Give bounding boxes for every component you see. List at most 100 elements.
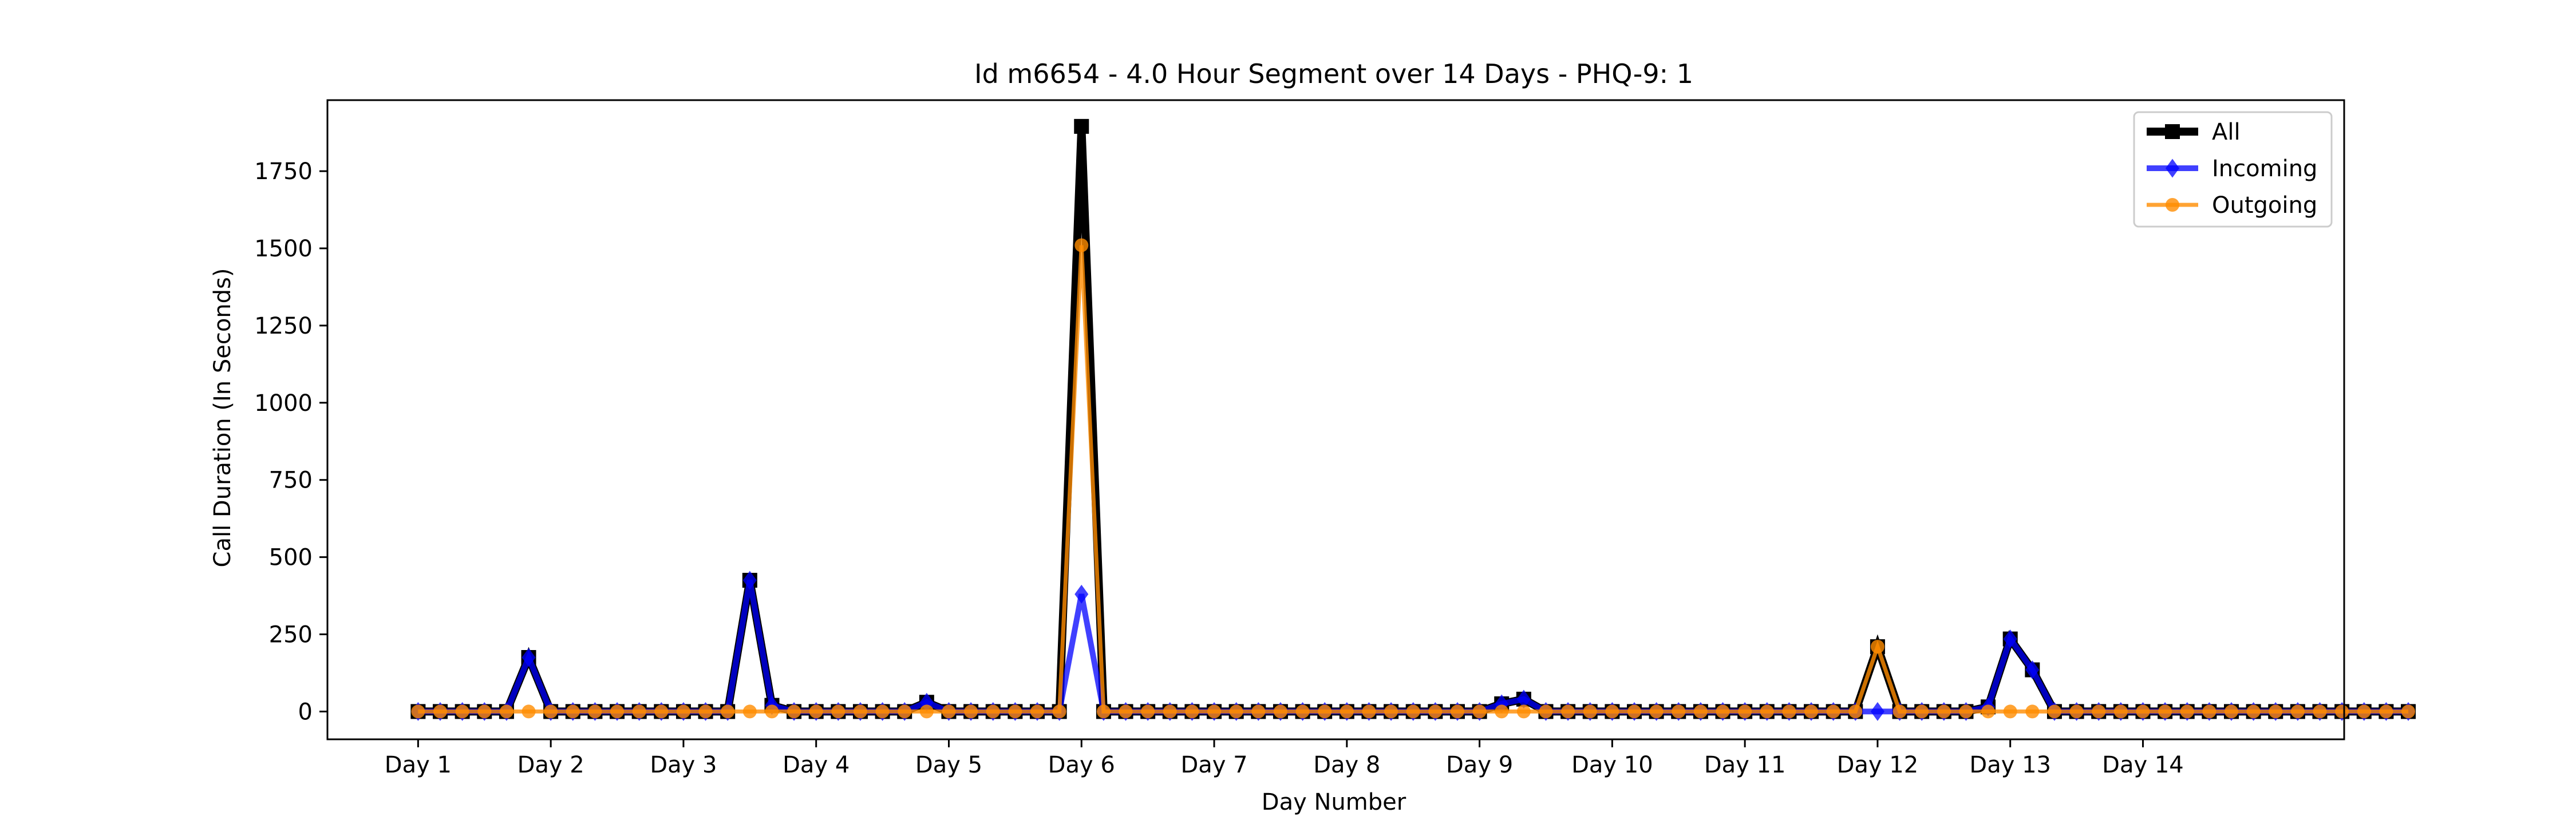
y-tick-label: 750 [269, 468, 313, 494]
x-tick-label: Day 8 [1313, 752, 1380, 778]
outgoing-data-point [1251, 704, 1266, 719]
legend-label-outgoing: Outgoing [2212, 192, 2317, 219]
outgoing-data-point [2180, 704, 2194, 719]
outgoing-data-point [521, 704, 536, 719]
outgoing-data-point [1052, 704, 1066, 719]
x-tick-label: Day 5 [915, 752, 982, 778]
y-tick-label: 0 [298, 699, 313, 725]
y-tick-label: 500 [269, 545, 313, 571]
y-tick-label: 1500 [254, 236, 313, 262]
legend-box [2133, 111, 2333, 228]
outgoing-data-point [654, 704, 669, 719]
y-axis-label: Call Duration (In Seconds) [210, 268, 236, 568]
x-tick-label: Day 12 [1837, 752, 1919, 778]
outgoing-data-point [1362, 704, 1376, 719]
y-tick-label: 1250 [254, 313, 313, 339]
x-tick-label: Day 3 [650, 752, 717, 778]
outgoing-data-point [1030, 704, 1045, 719]
outgoing-data-point [964, 704, 978, 719]
outgoing-data-point [809, 704, 823, 719]
outgoing-data-point [2290, 704, 2305, 719]
x-axis-label: Day Number [1262, 789, 1406, 815]
outgoing-data-point [2003, 704, 2017, 719]
outgoing-data-point [2379, 704, 2393, 719]
outgoing-data-point [610, 704, 625, 719]
x-tick-label: Day 7 [1180, 752, 1247, 778]
outgoing-data-point [1428, 704, 1443, 719]
axes-layer: 0 250 500 750 1000 1250 1500 1750 Day 1 Day 2 Day … [254, 99, 2345, 778]
outgoing-data-point [1539, 704, 1553, 719]
outgoing-data-point [1693, 704, 1708, 719]
outgoing-data-point [1870, 640, 1884, 654]
outgoing-data-point [1760, 704, 1774, 719]
legend-marker-outgoing [2166, 198, 2179, 212]
x-tick-label: Day 11 [1704, 752, 1786, 778]
outgoing-data-point [942, 704, 956, 719]
incoming-data-point [521, 648, 536, 667]
outgoing-data-point [1185, 704, 1199, 719]
outgoing-data-point [544, 704, 558, 719]
outgoing-data-point [2269, 704, 2283, 719]
outgoing-data-point [787, 704, 801, 719]
outgoing-data-point [433, 704, 448, 719]
x-tick-label: Day 9 [1446, 752, 1513, 778]
outgoing-data-point [1782, 704, 1796, 719]
outgoing-data-point [898, 704, 912, 719]
y-tick-label: 250 [269, 622, 313, 648]
outgoing-data-point [1583, 704, 1597, 719]
outgoing-data-point [1141, 704, 1155, 719]
incoming-data-point [1074, 584, 1089, 604]
outgoing-data-point [1340, 704, 1354, 719]
outgoing-data-point [1096, 704, 1111, 719]
chart-title: Id m6654 - 4.0 Hour Segment over 14 Days… [974, 58, 1693, 89]
outgoing-data-point [1627, 704, 1641, 719]
outgoing-data-point [1672, 704, 1686, 719]
outgoing-data-point [2069, 704, 2084, 719]
outgoing-data-point [2335, 704, 2349, 719]
outgoing-data-point [1295, 704, 1310, 719]
incoming-data-point [2003, 629, 2017, 649]
outgoing-data-point [1738, 704, 1752, 719]
outgoing-data-point [1561, 704, 1575, 719]
outgoing-data-point [676, 704, 690, 719]
series-markers-outgoing [411, 238, 2416, 719]
plot-layer [410, 118, 2416, 721]
outgoing-data-point [1229, 704, 1243, 719]
outgoing-data-point [1163, 704, 1177, 719]
outgoing-data-point [742, 704, 757, 719]
outgoing-data-point [588, 704, 602, 719]
x-tick-label: Day 4 [783, 752, 850, 778]
outgoing-data-point [1318, 704, 1332, 719]
outgoing-data-point [721, 704, 735, 719]
x-tick-label: Day 2 [517, 752, 584, 778]
outgoing-data-point [455, 704, 469, 719]
outgoing-data-point [1826, 704, 1840, 719]
outgoing-data-point [1074, 238, 1089, 252]
outgoing-data-point [1406, 704, 1420, 719]
outgoing-data-point [919, 704, 934, 719]
incoming-data-point [742, 571, 757, 590]
all-data-point [1074, 118, 1089, 134]
outgoing-data-point [831, 704, 846, 719]
x-tick-label: Day 14 [2102, 752, 2184, 778]
y-tick-label: 1000 [254, 390, 313, 417]
outgoing-data-point [1959, 704, 1973, 719]
outgoing-data-point [2158, 704, 2172, 719]
outgoing-data-point [2113, 704, 2128, 719]
outgoing-data-point [853, 704, 867, 719]
x-tick-label: Day 10 [1571, 752, 1653, 778]
legend-label-incoming: Incoming [2212, 156, 2317, 182]
outgoing-data-point [2313, 704, 2327, 719]
outgoing-data-point [1472, 704, 1487, 719]
plot-frame [326, 99, 2345, 740]
outgoing-data-point [1207, 704, 1222, 719]
outgoing-data-point [1450, 704, 1464, 719]
outgoing-data-point [2202, 704, 2217, 719]
outgoing-data-point [1495, 704, 1509, 719]
outgoing-data-point [2092, 704, 2106, 719]
outgoing-data-point [1848, 704, 1863, 719]
outgoing-data-point [765, 704, 779, 719]
outgoing-data-point [2047, 704, 2061, 719]
outgoing-data-point [1893, 704, 1907, 719]
